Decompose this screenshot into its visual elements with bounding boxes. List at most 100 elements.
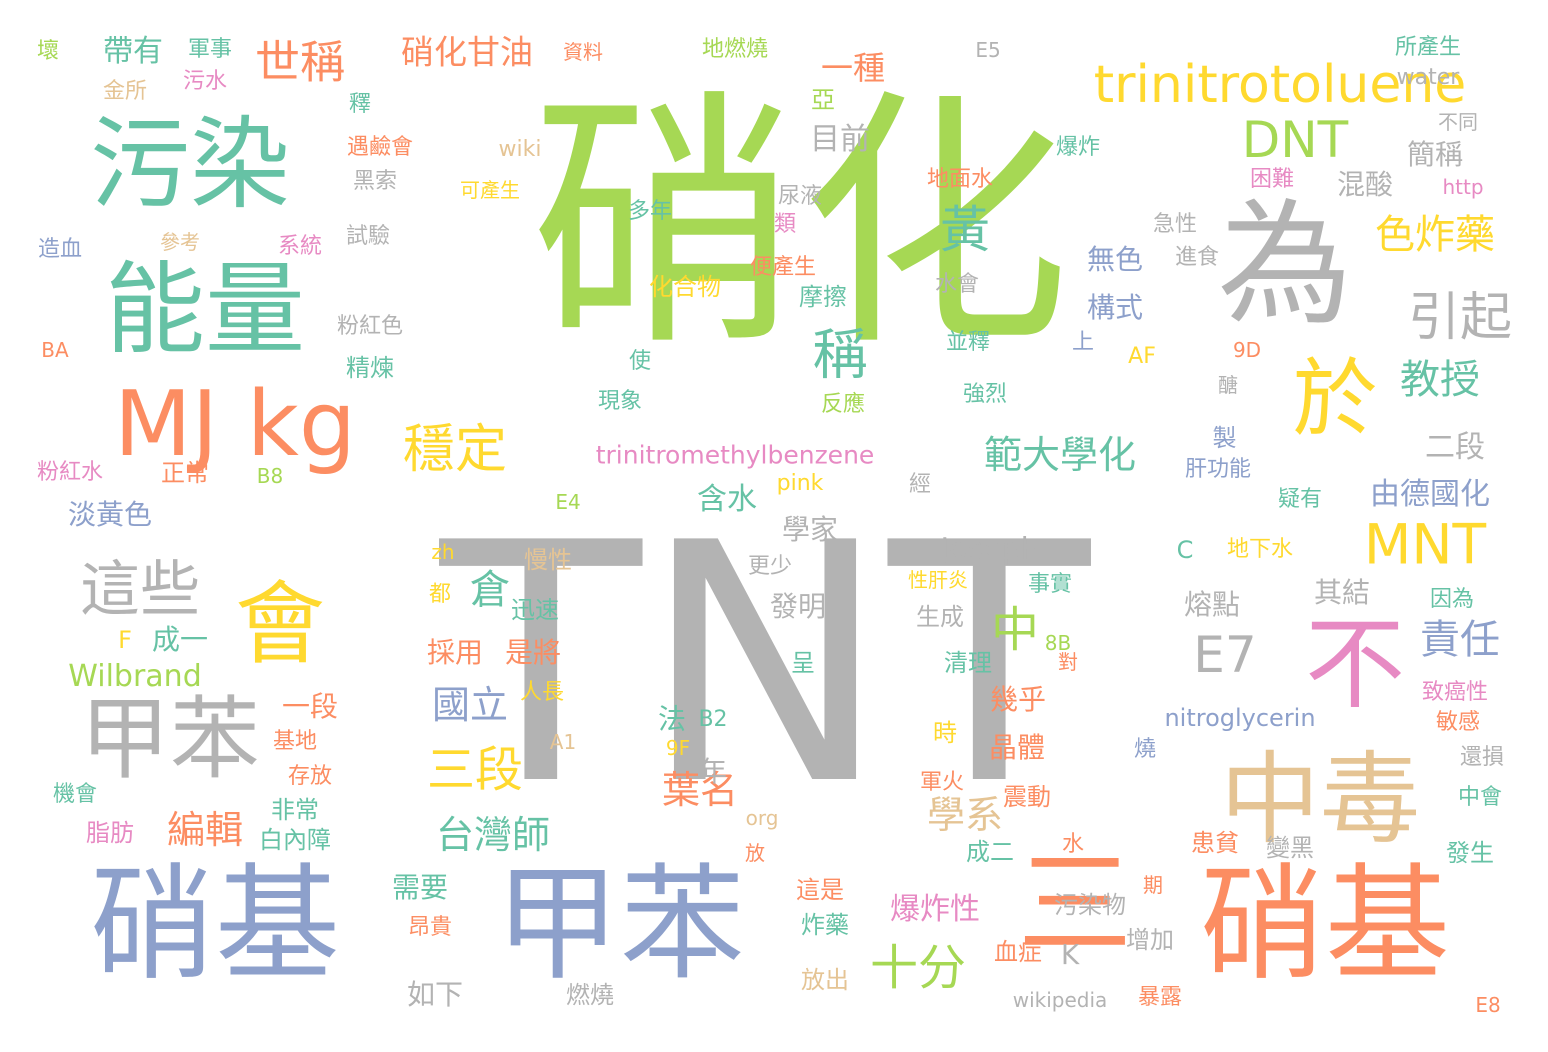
word-cloud-word: 淡黃色 <box>67 498 153 531</box>
word-cloud-word: 地下水 <box>1226 537 1294 562</box>
word-cloud-word: 甲苯 <box>495 852 745 998</box>
word-cloud-word: 釋 <box>348 92 372 117</box>
word-cloud-word: 正常 <box>161 459 209 487</box>
word-cloud-word: 三段 <box>426 742 524 798</box>
word-cloud-word: 世稱 <box>254 35 346 89</box>
word-cloud-word: 混酸 <box>1336 168 1394 201</box>
word-cloud-word: 反應 <box>820 392 866 417</box>
word-cloud-word: 葉名 <box>661 768 739 812</box>
word-cloud-word: 這些 <box>80 555 200 625</box>
word-cloud-word: 硝化甘油 <box>401 32 533 72</box>
word-cloud-word: 暴露 <box>1137 985 1183 1010</box>
word-cloud-word: 基地 <box>272 729 318 754</box>
word-cloud-word: BA <box>41 338 69 362</box>
word-cloud-word: 帶有 <box>103 34 163 69</box>
word-cloud-word: 8B <box>1044 631 1072 655</box>
word-cloud-word: 軍火 <box>919 770 965 795</box>
word-cloud-word: 白內障 <box>259 826 331 854</box>
word-cloud-word: 法 <box>654 704 687 732</box>
word-cloud-word: 於 <box>1292 350 1378 450</box>
word-cloud-word: MJ kg <box>113 372 357 477</box>
word-cloud-word: wiki <box>498 137 542 162</box>
word-cloud-word: 水 <box>1061 832 1085 857</box>
word-cloud-word: 燃燒 <box>566 981 614 1009</box>
word-cloud-word: 醣 <box>1218 373 1238 397</box>
word-cloud-word: 還損 <box>1459 745 1505 770</box>
word-cloud-word: 是將 <box>504 636 562 669</box>
word-cloud-word: 粉紅水 <box>36 460 104 485</box>
word-cloud-word: trinitromethylbenzene <box>595 440 875 470</box>
word-cloud-word: 污染 <box>90 106 290 223</box>
word-cloud-word: 幾乎 <box>989 683 1047 716</box>
word-cloud-word: 十分 <box>869 940 967 996</box>
word-cloud-word: 爆炸性 <box>890 892 980 927</box>
word-cloud-word: 構式 <box>1086 291 1144 324</box>
word-cloud-word: 稱 <box>812 322 868 387</box>
word-cloud-word: 甲苯 <box>80 687 260 792</box>
word-cloud-word: 機會 <box>52 782 98 807</box>
word-cloud-word: DNT <box>1241 111 1349 169</box>
word-cloud-word: 清理 <box>944 649 992 677</box>
word-cloud-word: F <box>118 626 132 654</box>
word-cloud-word: 尿液 <box>777 184 823 209</box>
word-cloud-word: 範大學化 <box>983 433 1137 477</box>
word-cloud-word: 成一 <box>151 623 209 656</box>
word-cloud-word: 摩擦 <box>799 283 847 311</box>
word-cloud-word: 致癌性 <box>1421 680 1489 705</box>
word-cloud-word: 疑有 <box>1277 487 1323 512</box>
word-cloud-word: 進食 <box>1174 245 1220 270</box>
word-cloud-word: 上 <box>1071 330 1095 355</box>
word-cloud-word: 水會 <box>934 272 980 297</box>
word-cloud-word: 脂肪 <box>86 819 134 847</box>
word-cloud-word: 呈 <box>791 649 815 677</box>
word-cloud-word: 增加 <box>1126 926 1174 954</box>
word-cloud-word: 生成 <box>916 603 964 631</box>
word-cloud-word: 時 <box>933 719 957 747</box>
word-cloud-word: 地燃燒 <box>701 37 769 62</box>
word-cloud-word: 不同 <box>1438 110 1478 134</box>
word-cloud-word: 年 <box>698 755 728 788</box>
word-cloud-word: 更少 <box>747 554 793 579</box>
word-cloud-word: Joseph <box>940 532 1040 567</box>
word-cloud-word: 不 <box>1305 606 1405 723</box>
word-cloud-word: A1 <box>549 730 577 754</box>
word-cloud-word: 急性 <box>1152 212 1198 237</box>
word-cloud-word: C <box>1176 536 1194 564</box>
word-cloud-word: 震動 <box>1003 783 1051 811</box>
word-cloud-word: 爆炸 <box>1055 135 1101 160</box>
word-cloud-word: 非常 <box>271 796 319 824</box>
word-cloud-word: 三 <box>1017 837 1133 972</box>
word-cloud-word: 9D <box>1232 338 1262 362</box>
word-cloud-word: 因為 <box>1429 587 1475 612</box>
word-cloud-word: 製 <box>1208 425 1236 449</box>
word-cloud-word: 類 <box>773 212 797 237</box>
word-cloud-word: 昂貴 <box>407 915 453 940</box>
word-cloud-word: 學家 <box>781 513 839 546</box>
word-cloud-word: 都 <box>428 582 452 607</box>
word-cloud-word: 硝基 <box>90 852 340 998</box>
word-cloud-word: 熔點 <box>1183 588 1241 621</box>
word-cloud-word: 採用 <box>426 636 484 669</box>
word-cloud-word: 中 <box>990 602 1040 658</box>
word-cloud-word: 試驗 <box>345 224 391 249</box>
word-cloud-word: 並釋 <box>945 330 991 355</box>
word-cloud-word: 對 <box>1058 650 1078 674</box>
word-cloud-word: trinitrotoluene <box>1093 55 1467 115</box>
word-cloud-word: 精煉 <box>346 354 394 382</box>
word-cloud-word: E4 <box>555 490 581 514</box>
word-cloud-word: 簡稱 <box>1406 138 1464 171</box>
word-cloud-word: 黃 <box>940 201 990 259</box>
word-cloud-word: 軍事 <box>187 37 233 62</box>
word-cloud-word: 強烈 <box>962 382 1008 407</box>
word-cloud-word: 燒 <box>1133 737 1157 762</box>
word-cloud-word: 污水 <box>182 69 228 94</box>
word-cloud-word: 發明 <box>769 590 827 623</box>
word-cloud-word: 所產生 <box>1394 35 1462 60</box>
word-cloud-word: B2 <box>698 707 728 732</box>
word-cloud-word: 成二 <box>966 838 1014 866</box>
word-cloud-word: 存放 <box>287 764 333 789</box>
word-cloud-word: 炸藥 <box>801 911 849 939</box>
word-cloud-word: 由德國化 <box>1370 477 1490 512</box>
word-cloud-word: http <box>1442 175 1484 199</box>
